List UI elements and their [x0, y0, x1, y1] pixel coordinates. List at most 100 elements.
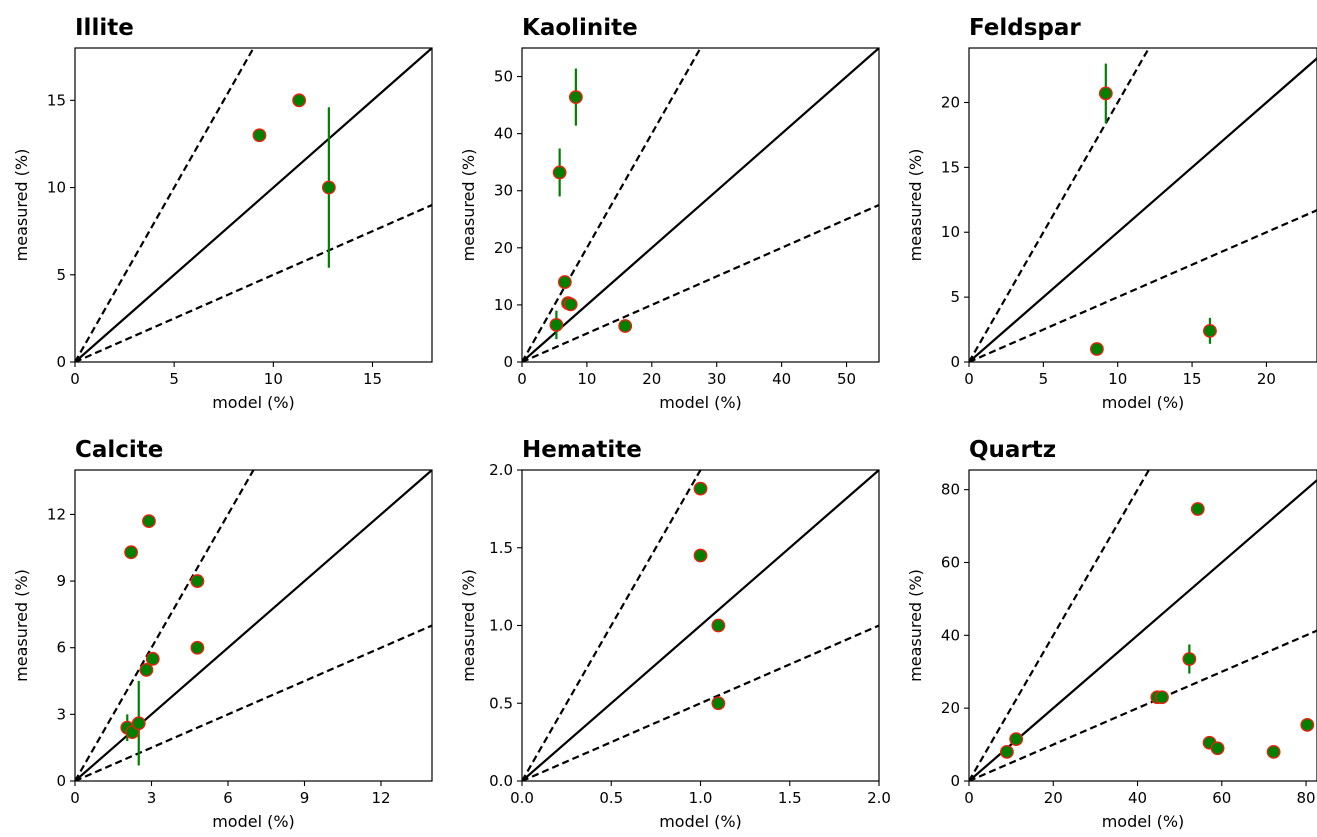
- y-tick-label: 6: [56, 639, 66, 657]
- factor-two-line: [522, 48, 702, 362]
- y-tick-label: 5: [56, 266, 66, 284]
- x-tick-label: 0: [964, 370, 974, 388]
- x-tick-label: 15: [1183, 370, 1202, 388]
- y-axis-label: measured (%): [12, 149, 31, 262]
- data-point: [693, 548, 708, 563]
- data-point: [124, 545, 139, 560]
- data-point: [1098, 86, 1113, 101]
- axes-frame: [968, 469, 1317, 782]
- factor-two-line: [522, 203, 879, 362]
- x-tick-label: 0: [70, 370, 80, 388]
- x-axis-label: model (%): [659, 812, 742, 831]
- one-to-one-line: [75, 48, 432, 362]
- x-tick-label: 5: [1039, 370, 1049, 388]
- panel-illite: Illite 0 5 10 15 0 5 10 15 model (%) measured (%): [12, 15, 433, 412]
- x-tick-label: 60: [1212, 789, 1231, 807]
- data-point: [1266, 744, 1281, 759]
- y-tick-label: 12: [47, 505, 66, 523]
- y-tick-label: 5: [950, 288, 960, 306]
- data-point: [549, 317, 564, 332]
- y-tick-label: 20: [494, 239, 513, 257]
- x-axis-label: model (%): [659, 393, 742, 412]
- x-tick-label: 9: [300, 789, 310, 807]
- reference-lines: [522, 48, 879, 362]
- factor-two-line: [969, 48, 1150, 362]
- x-tick-label: 30: [707, 370, 726, 388]
- y-tick-label: 20: [941, 699, 960, 717]
- data-point: [563, 297, 578, 312]
- y-tick-label: 30: [494, 182, 513, 200]
- data-point: [568, 90, 583, 104]
- data-point: [139, 663, 154, 677]
- x-axis-label: model (%): [212, 393, 295, 412]
- x-tick-label: 50: [837, 370, 856, 388]
- panel-hematite: Hematite 0.0 0.5 1.0 1.5 2.0 0.0 0.5 1.0 1.5 2.0 mo…: [459, 437, 891, 831]
- factor-two-line: [75, 470, 255, 781]
- y-tick-label: 80: [941, 481, 960, 499]
- axes-frame: [968, 47, 1317, 363]
- factor-two-line: [969, 209, 1317, 362]
- data-points: [1089, 63, 1217, 356]
- factor-two-line: [75, 48, 255, 362]
- x-tick-label: 20: [1257, 370, 1276, 388]
- panel-title: Calcite: [75, 437, 163, 463]
- data-point: [321, 180, 336, 195]
- y-tick-label: 10: [941, 223, 960, 241]
- one-to-one-line: [969, 57, 1317, 362]
- axes-frame: [74, 47, 433, 363]
- x-tick-label: 15: [363, 370, 382, 388]
- data-points: [1000, 502, 1315, 759]
- panel-quartz: Quartz 0 20 40 60 80 0 20 40 60 80 model (%) measure…: [906, 437, 1317, 831]
- factor-two-line: [522, 624, 879, 781]
- data-point: [552, 165, 567, 180]
- panel-title: Illite: [75, 15, 134, 41]
- one-to-one-line: [969, 479, 1317, 781]
- factor-two-line: [75, 203, 432, 362]
- y-tick-label: 0: [56, 772, 66, 790]
- y-tick-label: 1.5: [489, 539, 513, 557]
- reference-lines: [75, 48, 432, 362]
- y-tick-label: 0.5: [489, 694, 513, 712]
- data-point: [1300, 718, 1315, 732]
- panel-title: Feldspar: [969, 15, 1081, 41]
- y-tick-label: 3: [56, 705, 66, 723]
- factor-two-line: [522, 470, 702, 781]
- x-tick-label: 20: [1044, 789, 1063, 807]
- data-point: [618, 319, 633, 333]
- panel-title: Hematite: [522, 437, 642, 463]
- panel-title: Quartz: [969, 437, 1056, 463]
- x-tick-label: 80: [1296, 789, 1315, 807]
- y-tick-label: 2.0: [489, 461, 513, 479]
- x-tick-label: 0.0: [510, 789, 534, 807]
- x-tick-label: 0: [964, 789, 974, 807]
- y-tick-label: 15: [941, 158, 960, 176]
- y-axis-label: measured (%): [459, 569, 478, 682]
- data-point: [711, 696, 726, 711]
- factor-two-line: [75, 624, 432, 781]
- reference-lines: [522, 470, 879, 781]
- panel-feldspar: Feldspar 0 5 10 15 20 0 5 10 15 20 model (%) measure…: [906, 15, 1317, 412]
- y-tick-label: 0.0: [489, 772, 513, 790]
- x-tick-label: 40: [1128, 789, 1147, 807]
- x-axis-label: model (%): [1102, 812, 1185, 831]
- data-point: [252, 128, 267, 143]
- x-tick-label: 0.5: [599, 789, 623, 807]
- y-tick-label: 0: [950, 353, 960, 371]
- y-axis-label: measured (%): [12, 569, 31, 682]
- x-tick-label: 5: [169, 370, 179, 388]
- data-point: [1210, 741, 1225, 756]
- factor-two-line: [969, 629, 1317, 781]
- y-tick-label: 50: [494, 68, 513, 86]
- y-axis-label: measured (%): [906, 149, 925, 262]
- data-point: [131, 716, 146, 731]
- data-point: [1182, 652, 1197, 666]
- x-tick-label: 10: [1108, 370, 1127, 388]
- y-tick-label: 1.0: [489, 617, 513, 635]
- factor-two-line: [969, 470, 1150, 781]
- data-point: [292, 93, 307, 108]
- x-tick-label: 12: [371, 789, 390, 807]
- data-point: [1000, 744, 1014, 759]
- x-tick-label: 3: [147, 789, 157, 807]
- data-points: [120, 514, 205, 766]
- x-axis-label: model (%): [1102, 393, 1185, 412]
